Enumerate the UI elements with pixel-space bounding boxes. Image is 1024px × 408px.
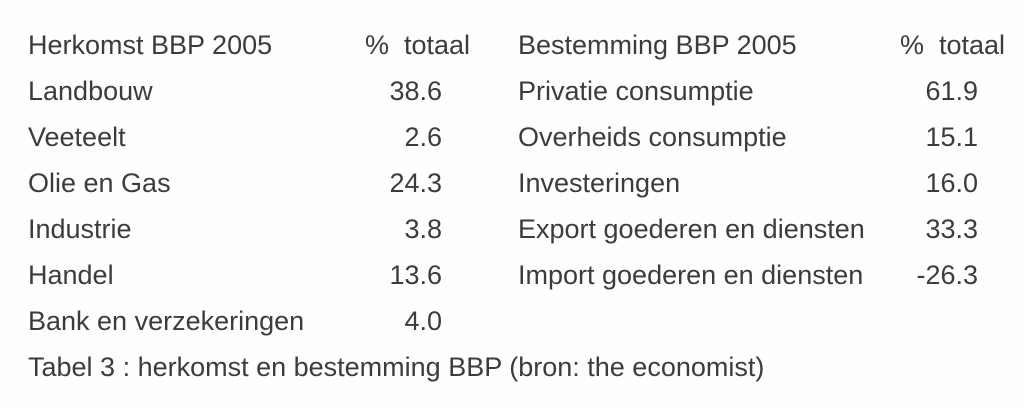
table-row: Handel 13.6: [28, 252, 467, 298]
table-bestemming-bbp: Bestemming BBP 2005 % totaal Privatie co…: [518, 22, 1006, 298]
table-row: Privatie consumptie 61.9: [518, 68, 1002, 114]
table-row: Investeringen 16.0: [518, 160, 1002, 206]
row-label: Investeringen: [518, 167, 681, 198]
row-label: Export goederen en diensten: [518, 213, 865, 244]
table-caption: Tabel 3 : herkomst en bestemming BBP (br…: [28, 351, 765, 382]
row-value: 38.6: [389, 75, 442, 106]
table-row: Export goederen en diensten 33.3: [518, 206, 1002, 252]
table-herkomst-bbp: Herkomst BBP 2005 % totaal Landbouw 38.6…: [28, 22, 471, 344]
row-value: 16.0: [925, 167, 978, 198]
row-value: 2.6: [404, 121, 442, 152]
column-header-pct-totaal: % totaal: [365, 29, 471, 60]
row-label: Landbouw: [28, 75, 153, 106]
row-label: Bank en verzekeringen: [28, 305, 305, 336]
row-value: 33.3: [925, 213, 978, 244]
table-row: Veeteelt 2.6: [28, 114, 467, 160]
table-row: Bank en verzekeringen 4.0: [28, 298, 467, 344]
table-row: Landbouw 38.6: [28, 68, 467, 114]
row-label: Olie en Gas: [28, 167, 171, 198]
table-row: Olie en Gas 24.3: [28, 160, 467, 206]
row-label: Industrie: [28, 213, 132, 244]
tables-row: Herkomst BBP 2005 % totaal Landbouw 38.6…: [28, 22, 1006, 344]
row-value: -26.3: [916, 259, 978, 290]
table-title-bestemming: Bestemming BBP 2005: [518, 29, 797, 60]
row-label: Import goederen en diensten: [518, 259, 864, 290]
table-row: Industrie 3.8: [28, 206, 467, 252]
row-value: 13.6: [389, 259, 442, 290]
row-value: 4.0: [404, 305, 442, 336]
row-label: Overheids consumptie: [518, 121, 787, 152]
column-header-pct-totaal: % totaal: [900, 29, 1006, 60]
table-row: Import goederen en diensten -26.3: [518, 252, 1002, 298]
row-label: Veeteelt: [28, 121, 126, 152]
row-value: 3.8: [404, 213, 442, 244]
table-header-row: Herkomst BBP 2005 % totaal: [28, 22, 471, 68]
row-value: 24.3: [389, 167, 442, 198]
table-title-herkomst: Herkomst BBP 2005: [28, 29, 273, 60]
table-row: Overheids consumptie 15.1: [518, 114, 1002, 160]
row-value: 61.9: [925, 75, 978, 106]
row-label: Privatie consumptie: [518, 75, 754, 106]
row-value: 15.1: [925, 121, 978, 152]
row-label: Handel: [28, 259, 114, 290]
table-header-row: Bestemming BBP 2005 % totaal: [518, 22, 1006, 68]
